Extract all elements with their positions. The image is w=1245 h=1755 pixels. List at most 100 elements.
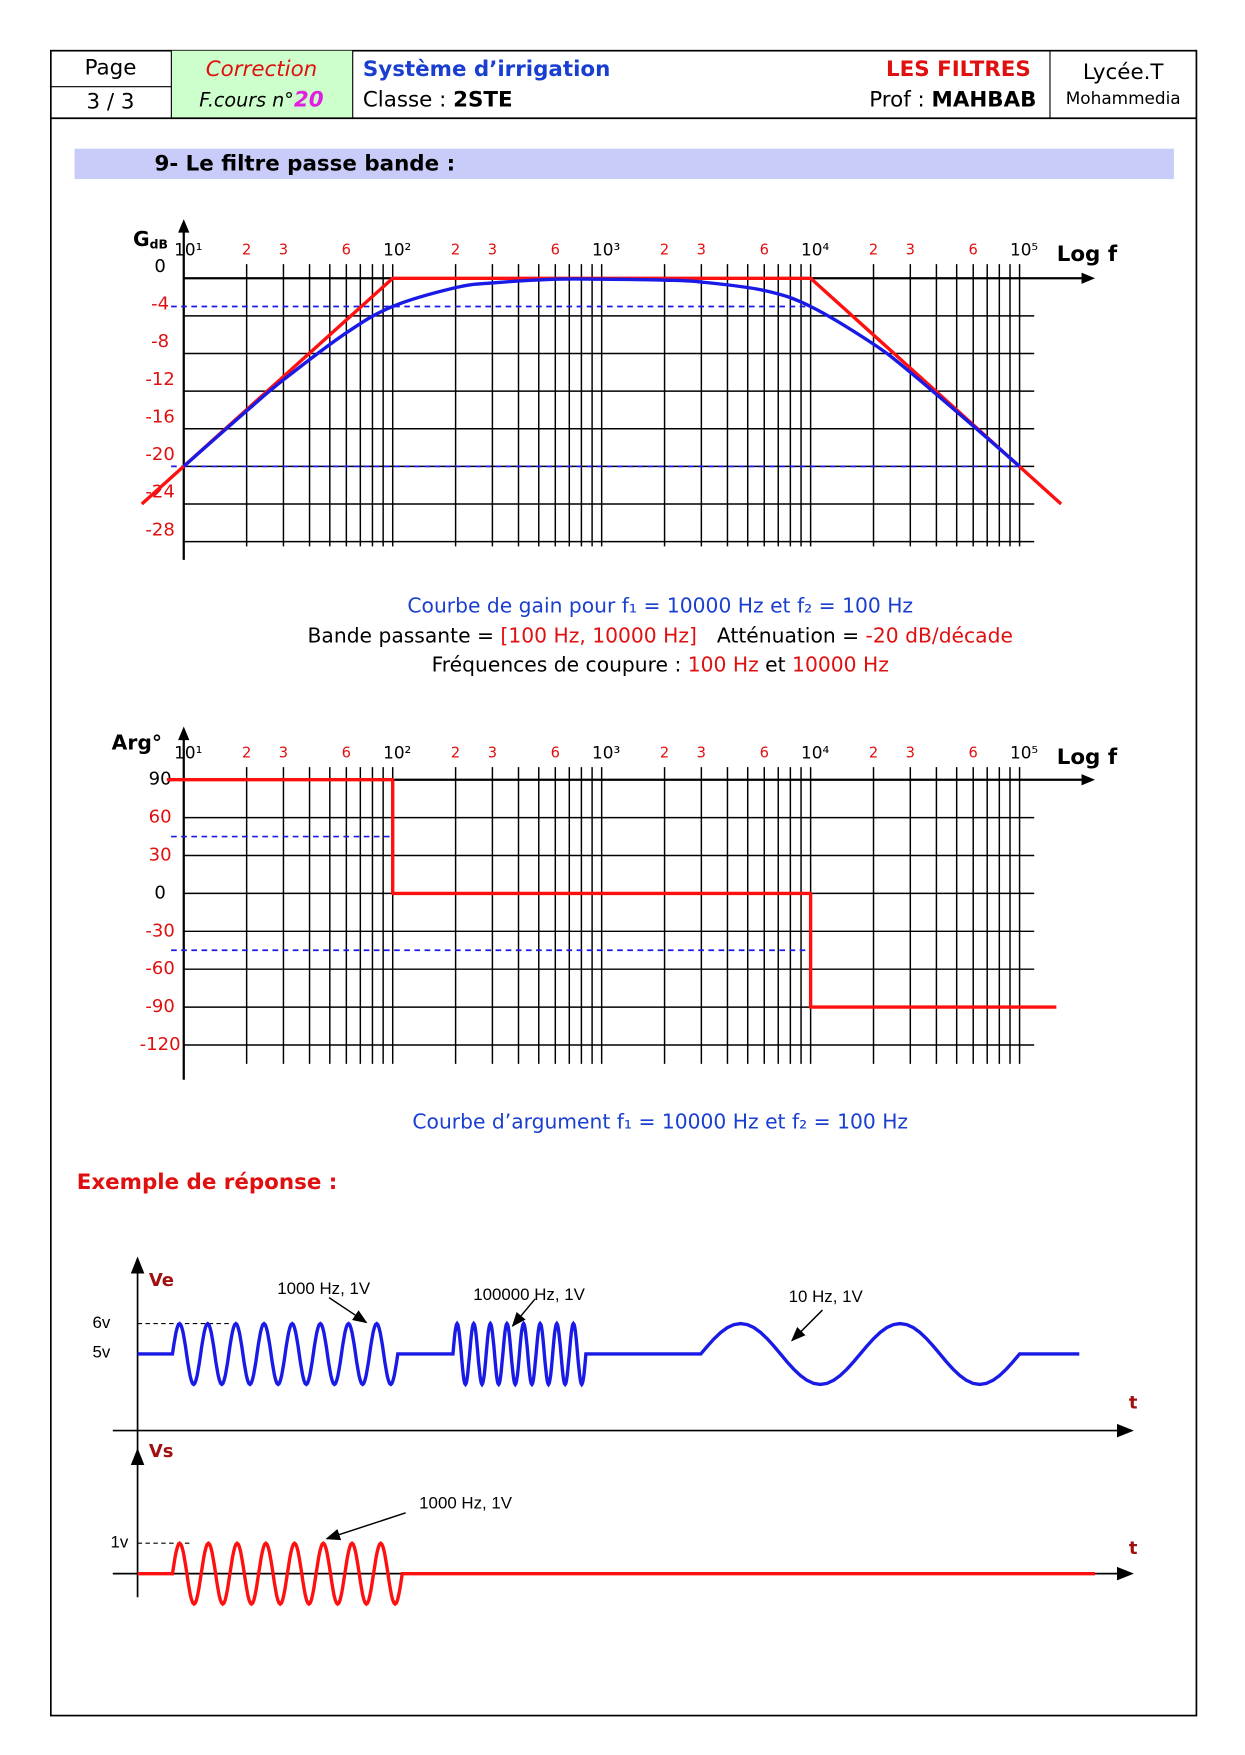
class-label: Classe :: [363, 87, 446, 112]
cutoff-label: Fréquences de coupure :: [432, 652, 682, 676]
time-label: t: [1129, 1538, 1138, 1559]
x-tick-label: 3: [906, 745, 915, 762]
x-tick-label: 2: [660, 745, 669, 762]
x-tick-label: 10³: [592, 743, 620, 763]
city: Mohammedia: [1066, 88, 1181, 108]
attenuation-value: -20 dB/décade: [866, 623, 1013, 647]
curve: [182, 277, 1021, 468]
level-label: 6v: [93, 1313, 111, 1332]
x-tick-label: 6: [760, 242, 769, 259]
x-axis-label: Log f: [1057, 242, 1118, 267]
axis-arrow: [1081, 272, 1096, 284]
page-border: [49, 49, 1198, 1717]
y-tick-label: -28: [145, 519, 174, 540]
course-number: 20: [294, 87, 324, 112]
y-tick-label: 90: [149, 769, 172, 790]
school: Lycée.T: [1083, 60, 1164, 85]
input-signal: [137, 1320, 1080, 1388]
x-tick-label: 10¹: [174, 743, 202, 763]
x-tick-label: 2: [869, 745, 878, 762]
y-tick-label: -16: [145, 406, 174, 427]
y-axis-label-main: G: [133, 226, 150, 250]
x-tick-label: 10²: [383, 743, 411, 763]
y-tick-label: 30: [149, 845, 172, 866]
vs-label: Vs: [149, 1441, 174, 1462]
class: Classe : 2STE: [363, 87, 513, 112]
y-tick-label: -120: [140, 1034, 181, 1055]
pointer-arrow: [790, 1309, 823, 1342]
x-tick-label: 3: [697, 242, 706, 259]
correction-cell: [171, 50, 353, 119]
x-tick-label: 2: [242, 242, 251, 259]
section-title: 9- Le filtre passe bande :: [154, 151, 455, 176]
x-tick-label: 6: [342, 745, 351, 762]
x-tick-label: 6: [969, 242, 978, 259]
x-tick-label: 10³: [592, 240, 620, 260]
x-tick-label: 2: [451, 242, 460, 259]
cutoff-f1: 10000 Hz: [792, 652, 889, 676]
course-ref: F.cours n°20: [199, 87, 323, 112]
x-tick-label: 3: [488, 745, 497, 762]
gain-caption: Courbe de gain pour f₁ = 10000 Hz et f₂ …: [407, 594, 913, 618]
cutoff-line: Fréquences de coupure : 100 Hz et 10000 …: [432, 652, 889, 676]
y-tick-label: -8: [151, 331, 169, 352]
x-tick-label: 3: [697, 745, 706, 762]
example-title: Exemple de réponse :: [77, 1170, 338, 1195]
correction: Correction: [206, 57, 318, 82]
chart: 10¹ 2 3 6 10² 2 3 6 10³ 2 3 6 10⁴ 2 3 6 10⁵ 0 -4 -8 -12 -16 -2…: [133, 219, 1118, 560]
x-tick-label: 3: [488, 242, 497, 259]
prof: Prof : MAHBAB: [869, 87, 1036, 112]
pointer-arrow: [511, 1298, 536, 1327]
y-tick-label: -12: [145, 369, 174, 390]
x-tick-label: 2: [660, 242, 669, 259]
level-label: 1v: [111, 1533, 129, 1552]
x-axis-label: Log f: [1057, 745, 1118, 770]
x-tick-label: 6: [760, 745, 769, 762]
course-prefix: F.cours n°: [199, 88, 294, 111]
passband-value: [100 Hz, 10000 Hz]: [500, 623, 696, 647]
class-value: 2STE: [453, 87, 512, 112]
axis-arrow: [178, 219, 190, 233]
cutoff-f2: 100 Hz: [688, 652, 759, 676]
phase-caption: Courbe d’argument f₁ = 10000 Hz et f₂ = …: [412, 1110, 908, 1134]
section-bar: [74, 148, 1174, 180]
curve: [166, 778, 1057, 1009]
pointer-arrow: [328, 1297, 368, 1324]
x-tick-label: 3: [906, 242, 915, 259]
y-tick-label: -20: [145, 444, 174, 465]
x-tick-label: 6: [551, 745, 560, 762]
cutoff-joiner: et: [765, 652, 785, 676]
y-tick-label: 0: [154, 882, 165, 903]
page-label: Page: [85, 56, 137, 81]
x-tick-label: 10⁴: [801, 240, 829, 260]
y-axis-label-main: Arg°: [112, 730, 162, 754]
x-tick-label: 10⁵: [1010, 743, 1038, 763]
x-tick-label: 6: [342, 242, 351, 259]
level-label: 5v: [93, 1342, 111, 1361]
pointer-arrow: [325, 1512, 406, 1541]
x-tick-label: 2: [869, 242, 878, 259]
signal-label: 100000 Hz, 1V: [473, 1285, 585, 1304]
response-diagram: Ve Vs 6v 5v 1v t t 1000 Hz, 1V 100000 Hz…: [93, 1256, 1138, 1607]
signal-label: 10 Hz, 1V: [789, 1287, 864, 1306]
y-tick-label: -4: [151, 294, 169, 315]
y-tick-label: -24: [145, 482, 174, 503]
x-tick-label: 6: [969, 745, 978, 762]
x-tick-label: 2: [451, 745, 460, 762]
y-axis-label: GdB: [133, 226, 168, 251]
x-tick-label: 3: [279, 745, 288, 762]
attenuation-label: Atténuation =: [717, 623, 859, 647]
chart: 10¹ 2 3 6 10² 2 3 6 10³ 2 3 6 10⁴ 2 3 6 10⁵ 90 60 30 0 -30 -60…: [112, 726, 1118, 1080]
y-tick-label: -60: [145, 958, 174, 979]
topic: LES FILTRES: [886, 57, 1031, 82]
y-axis-label-sub: dB: [150, 236, 168, 251]
prof-value: MAHBAB: [932, 87, 1037, 112]
y-tick-label: -90: [145, 996, 174, 1017]
passband-line: Bande passante = [100 Hz, 10000 Hz] Atté…: [308, 623, 1013, 647]
output-signal: [137, 1541, 1096, 1607]
prof-label: Prof :: [869, 87, 924, 112]
x-tick-label: 6: [551, 242, 560, 259]
subject: Système d’irrigation: [363, 57, 610, 82]
